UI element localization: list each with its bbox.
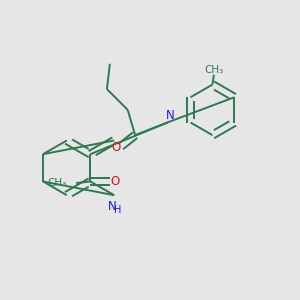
Text: O: O <box>111 141 120 154</box>
Text: H: H <box>114 205 122 215</box>
Text: N: N <box>108 200 117 213</box>
Text: N: N <box>166 109 175 122</box>
Text: O: O <box>111 175 120 188</box>
Text: CH₃: CH₃ <box>47 178 67 188</box>
Text: CH₃: CH₃ <box>204 65 224 75</box>
